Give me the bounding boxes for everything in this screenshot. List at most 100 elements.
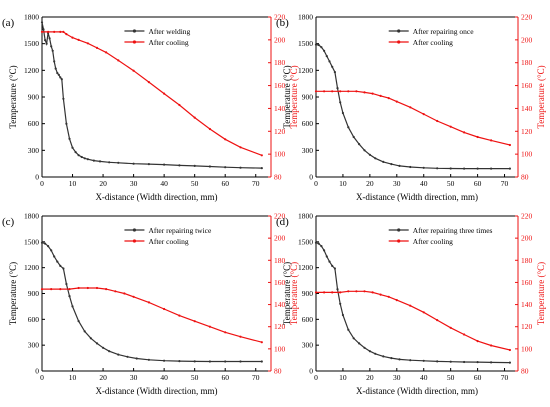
y-left-tick-label: 600 (28, 315, 40, 324)
data-point (54, 67, 57, 70)
x-tick-label: 70 (252, 373, 260, 382)
data-point (341, 313, 344, 317)
data-point (108, 350, 111, 353)
data-point (71, 36, 74, 39)
data-point (224, 360, 227, 363)
data-point (320, 46, 323, 49)
data-point (463, 167, 466, 170)
data-point (363, 91, 366, 94)
legend-marker-1 (397, 29, 401, 33)
data-point (56, 71, 59, 75)
data-point (224, 138, 227, 141)
data-point (40, 21, 44, 24)
data-point (398, 358, 401, 361)
series-line-1 (315, 242, 510, 364)
data-point (80, 155, 83, 159)
data-point (331, 264, 334, 267)
data-point (317, 43, 320, 47)
y-right-tick-label: 140 (274, 300, 286, 309)
data-point (147, 81, 150, 84)
y-left-tick-label: 0 (35, 173, 39, 182)
y-left-tick-label: 600 (302, 119, 314, 128)
x-tick-label: 0 (40, 373, 44, 382)
data-point (409, 106, 412, 109)
data-point (463, 360, 466, 364)
data-point (463, 333, 466, 336)
data-point (224, 166, 227, 169)
data-point (42, 28, 45, 31)
x-tick-label: 30 (393, 373, 401, 382)
x-tick-label: 40 (160, 373, 168, 382)
x-tick-label: 50 (447, 179, 455, 188)
x-tick-label: 70 (501, 179, 509, 188)
chart-panel-3: 0 10 20 30 40 50 60 70 0 300 600 900 1200 1500 1800 80 1… (2, 212, 299, 397)
data-point (317, 242, 320, 245)
data-point (44, 242, 47, 245)
data-point (74, 151, 77, 154)
y-right-tick-label: 100 (274, 344, 286, 353)
data-point (449, 167, 452, 170)
y-right-tick-label: 120 (274, 127, 286, 136)
x-tick-label: 40 (160, 179, 168, 188)
y-left-tick-label: 900 (28, 93, 40, 102)
x-tick-label: 70 (501, 373, 509, 382)
y-right-tick-label: 80 (274, 173, 282, 182)
legend-label-1: After repairing three times (413, 226, 493, 235)
x-tick-label: 10 (69, 373, 77, 382)
data-point (77, 154, 80, 157)
series-line-2 (42, 31, 263, 156)
x-tick-label: 50 (191, 179, 199, 188)
data-point (260, 341, 263, 344)
data-point (147, 358, 150, 361)
data-point (476, 361, 479, 364)
data-point (239, 335, 242, 338)
y-right-tick-label: 200 (521, 35, 533, 44)
data-point (436, 360, 439, 363)
data-point (163, 307, 166, 311)
x-tick-label: 70 (252, 179, 260, 188)
data-point (62, 267, 65, 270)
data-point (147, 301, 150, 304)
data-point (422, 166, 425, 169)
data-point (331, 291, 334, 294)
y-left-tick-label: 300 (302, 341, 314, 350)
data-point (436, 167, 439, 170)
series-line-1 (315, 44, 510, 170)
y-right-tick-label: 160 (274, 278, 286, 287)
y-right-axis-label: Temperature (°C) (289, 65, 299, 128)
data-point (71, 305, 74, 308)
legend-label-2: After cooling (148, 38, 188, 47)
data-point (323, 249, 326, 252)
data-point (132, 162, 135, 165)
panel-label: (d) (276, 216, 289, 228)
data-point (224, 331, 227, 334)
data-point (449, 125, 452, 128)
data-point (260, 154, 263, 157)
data-point (68, 288, 71, 291)
data-point (163, 92, 166, 95)
y-right-tick-label: 80 (274, 367, 282, 376)
data-point (193, 320, 196, 323)
data-point (59, 30, 62, 33)
x-tick-label: 0 (40, 179, 44, 188)
data-point (476, 340, 479, 343)
data-point (355, 90, 358, 93)
data-point (86, 286, 89, 290)
y-right-tick-label: 140 (521, 300, 533, 309)
data-point (62, 97, 65, 100)
data-point (508, 348, 511, 352)
y-right-tick-label: 120 (274, 322, 286, 331)
x-tick-label: 10 (339, 373, 347, 382)
data-point (193, 360, 196, 363)
y-right-tick-label: 100 (521, 150, 533, 159)
data-point (371, 92, 374, 95)
y-right-tick-label: 100 (274, 150, 286, 159)
y-left-tick-label: 1500 (24, 237, 39, 246)
y-left-tick-label: 1200 (24, 66, 39, 75)
data-point (328, 260, 331, 263)
data-point (382, 355, 385, 358)
data-point (323, 291, 326, 294)
data-point (147, 163, 150, 166)
data-point (409, 304, 412, 307)
y-left-tick-label: 1200 (24, 263, 39, 272)
